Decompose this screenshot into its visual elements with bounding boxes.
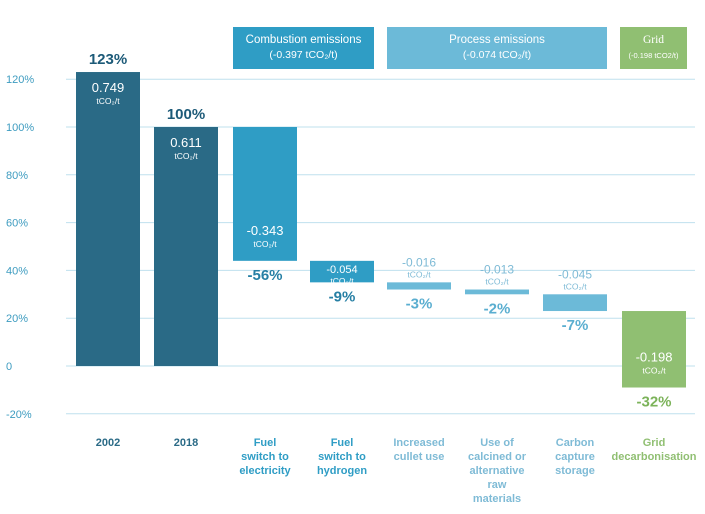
category-label: Use of	[480, 437, 514, 449]
category-label: raw	[488, 479, 507, 491]
grid-header: Grid (-0.198 tCO2/t)	[620, 27, 687, 69]
category-label: Fuel	[331, 437, 354, 449]
category-label: 2002	[96, 437, 120, 449]
category-label: cullet use	[394, 451, 445, 463]
bar-percent-label: -56%	[247, 267, 282, 284]
bar-unit-label: tCO₂/t	[485, 277, 509, 287]
category-label: 2018	[174, 437, 198, 449]
bar	[543, 294, 607, 312]
bar-value-label: -0.343	[247, 223, 284, 238]
bar	[622, 311, 686, 388]
combustion-header-value: (-0.397 tCO₂/t)	[269, 49, 338, 61]
category-label: calcined or	[468, 451, 527, 463]
category-label: Grid	[643, 437, 666, 449]
process-header-title: Process emissions	[449, 34, 545, 46]
y-tick-label: 120%	[6, 74, 34, 86]
bar-unit-label: tCO₂/t	[642, 366, 666, 376]
bar-percent-label: -32%	[636, 394, 671, 411]
bar-percent-label: -2%	[484, 300, 511, 317]
category-label: storage	[555, 465, 595, 477]
bar-percent-label: -7%	[562, 317, 589, 334]
category-label: Carbon	[556, 437, 595, 449]
grid-header-value: (-0.198 tCO2/t)	[628, 51, 679, 60]
y-tick-label: 40%	[6, 265, 28, 277]
bar-unit-label: tCO₂/t	[330, 276, 354, 286]
bar-value-label: 0.611	[170, 135, 202, 150]
grid-header-title: Grid	[642, 34, 665, 46]
category-label: hydrogen	[317, 465, 367, 477]
category-label: switch to	[318, 451, 366, 463]
y-tick-label: 100%	[6, 122, 34, 134]
bar-percent-label: 100%	[167, 106, 205, 123]
category-label: capture	[555, 451, 595, 463]
bar	[233, 127, 297, 261]
bar-value-label: 0.749	[92, 80, 125, 95]
bar-unit-label: tCO₂/t	[174, 151, 198, 161]
bar-unit-label: tCO₂/t	[96, 96, 120, 106]
category-label: decarbonisation	[612, 451, 697, 463]
combustion-header-title: Combustion emissions	[245, 34, 362, 46]
category-label: switch to	[241, 451, 289, 463]
category-label: Fuel	[254, 437, 277, 449]
y-tick-label: 60%	[6, 218, 28, 230]
y-tick-label: 0	[6, 361, 12, 373]
combustion-emissions-header: Combustion emissions (-0.397 tCO₂/t)	[233, 27, 374, 69]
bar-value-label: -0.045	[558, 267, 592, 281]
bar-percent-label: -3%	[406, 296, 433, 313]
y-tick-label: 20%	[6, 313, 28, 325]
bar	[76, 72, 140, 366]
bar-percent-label: -9%	[329, 288, 356, 305]
bar-unit-label: tCO₂/t	[407, 269, 431, 279]
bar	[387, 282, 451, 290]
category-label: alternative	[469, 465, 524, 477]
bar-value-label: -0.054	[326, 264, 357, 276]
process-emissions-header: Process emissions (-0.074 tCO₂/t)	[387, 27, 607, 69]
bar-value-label: -0.016	[402, 255, 436, 269]
bar-percent-label: 123%	[89, 51, 127, 68]
process-header-value: (-0.074 tCO₂/t)	[462, 49, 532, 61]
category-label: materials	[473, 493, 521, 505]
bar-value-label: -0.198	[636, 350, 673, 365]
y-tick-label: 80%	[6, 170, 28, 182]
category-label: electricity	[239, 465, 291, 477]
category-label: Increased	[393, 437, 444, 449]
bar-value-label: -0.013	[480, 263, 514, 277]
y-tick-label: -20%	[6, 409, 32, 421]
bar	[310, 260, 374, 283]
bar	[154, 127, 218, 366]
bar	[465, 289, 529, 295]
bar-unit-label: tCO₂/t	[563, 281, 587, 291]
bar-unit-label: tCO₂/t	[253, 239, 277, 249]
